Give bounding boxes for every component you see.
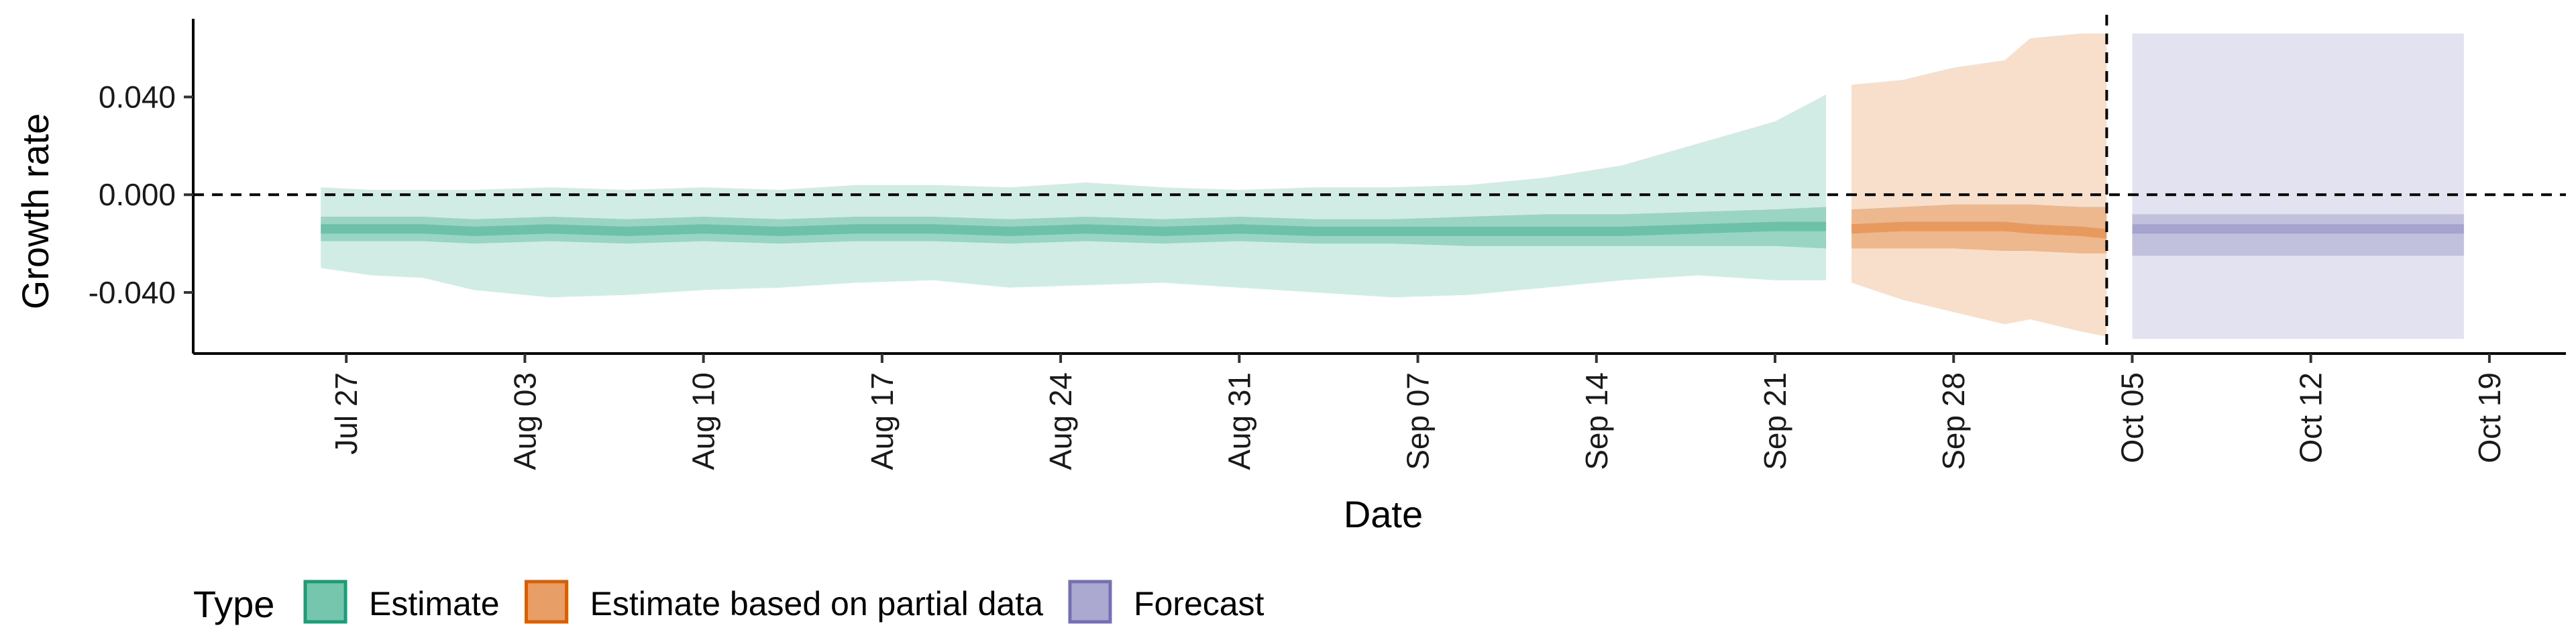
estimate-based-on-partial-data-band-90 xyxy=(1851,33,2107,337)
estimate-median-line xyxy=(321,221,1827,236)
estimate-based-on-partial-data-swatch xyxy=(525,580,569,624)
legend-item-estimate-based-on-partial-data: Estimate based on partial data xyxy=(525,580,1044,624)
reference-lines xyxy=(193,15,2566,354)
x-tick-label: Jul 27 xyxy=(329,372,364,455)
y-tick-label: -0.040 xyxy=(89,275,176,310)
x-tick-label: Oct 19 xyxy=(2472,372,2507,464)
y-tick-label: 0.040 xyxy=(99,80,176,115)
x-tick-label: Sep 07 xyxy=(1401,372,1436,470)
x-tick-label: Aug 03 xyxy=(507,372,542,470)
x-axis-ticks: Jul 27 Aug 03 Aug 10 Aug 17 Aug 24 Aug 31 Sep … xyxy=(329,354,2507,470)
x-axis-title: Date xyxy=(1344,493,1423,535)
plot-bands xyxy=(321,33,2464,339)
legend-title: Type xyxy=(193,583,274,625)
x-tick-label: Aug 17 xyxy=(865,372,900,470)
y-axis-title: Growth rate xyxy=(14,113,56,310)
forecast-band-90 xyxy=(2132,33,2464,339)
estimate-based-on-partial-data-median-line xyxy=(1851,221,2108,239)
x-tick-label: Aug 24 xyxy=(1043,372,1078,470)
x-tick-label: Aug 31 xyxy=(1222,372,1256,470)
legend: Type Estimate Estimate based on partial da… xyxy=(193,580,1265,625)
legend-item-estimate: Estimate xyxy=(303,580,500,624)
forecast-band-50 xyxy=(2132,214,2464,256)
legend-label: Estimate xyxy=(369,585,500,623)
x-tick-label: Aug 10 xyxy=(686,372,721,470)
x-tick-label: Sep 21 xyxy=(1758,372,1792,470)
legend-label: Forecast xyxy=(1134,585,1265,623)
estimate-band-90 xyxy=(321,94,1827,298)
x-tick-label: Oct 12 xyxy=(2294,372,2328,464)
estimate-based-on-partial-data-band-50 xyxy=(1851,204,2107,254)
legend-item-forecast: Forecast xyxy=(1068,580,1265,624)
y-tick-label: 0.000 xyxy=(99,177,176,212)
axes xyxy=(192,19,2566,355)
x-tick-label: Sep 14 xyxy=(1579,372,1614,470)
estimate-band-50 xyxy=(321,207,1827,249)
y-axis-ticks: 0.040 0.000 -0.040 xyxy=(89,80,193,310)
estimate-swatch xyxy=(303,580,347,624)
legend-label: Estimate based on partial data xyxy=(590,585,1044,623)
x-tick-label: Oct 05 xyxy=(2115,372,2150,464)
x-tick-label: Sep 28 xyxy=(1936,372,1971,470)
forecast-swatch xyxy=(1068,580,1112,624)
